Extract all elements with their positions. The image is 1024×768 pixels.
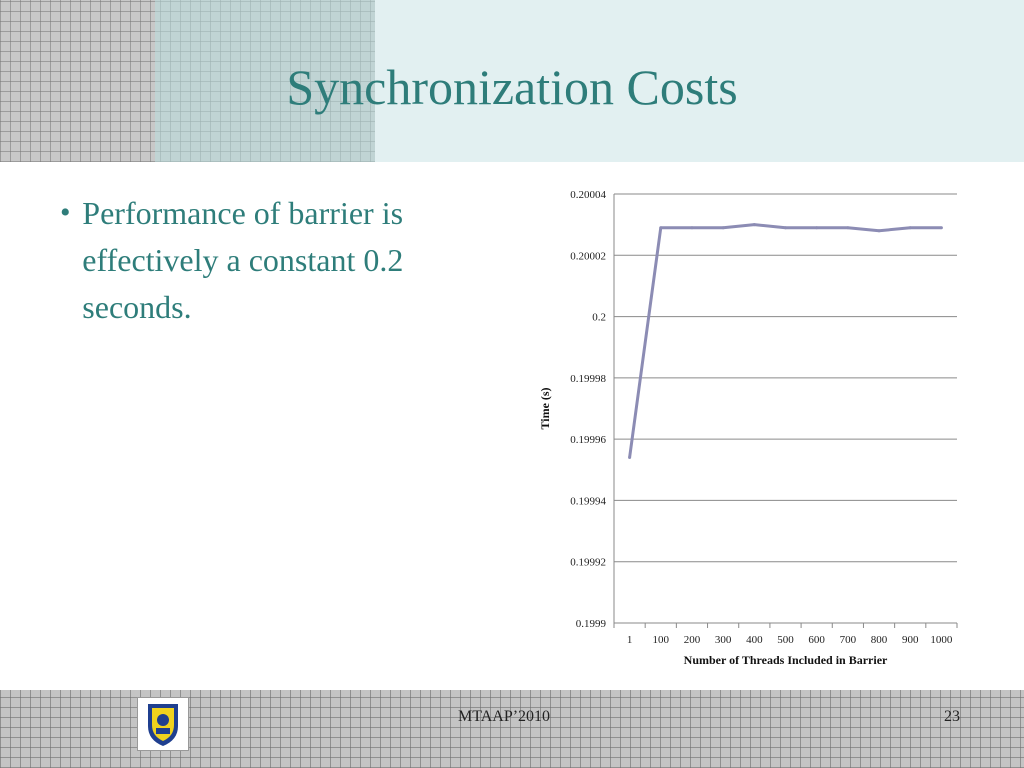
university-seal-icon (137, 697, 189, 751)
x-tick-label: 100 (653, 634, 670, 646)
data-point (939, 226, 943, 230)
x-axis-label: Number of Threads Included in Barrier (684, 653, 888, 667)
y-tick-label: 0.1999 (576, 618, 607, 630)
y-axis-label: Time (s) (538, 387, 552, 429)
header-grid-tint (155, 0, 375, 162)
x-tick-label: 900 (902, 634, 919, 646)
y-tick-label: 0.2 (592, 312, 606, 324)
footer-conference: MTAAP’2010 (458, 708, 551, 725)
x-tick-label: 800 (871, 634, 888, 646)
data-point (752, 223, 756, 227)
y-tick-label: 0.19998 (570, 373, 606, 385)
bullet-text: Performance of barrier is effectively a … (82, 195, 404, 325)
x-tick-label: 1 (627, 634, 633, 646)
x-tick-label: 700 (840, 634, 857, 646)
x-tick-label: 500 (777, 634, 794, 646)
data-point (690, 226, 694, 230)
x-tick-label: 300 (715, 634, 732, 646)
bullet-list: • Performance of barrier is effectively … (60, 190, 510, 331)
data-point (659, 226, 663, 230)
header-grid-pattern (0, 0, 375, 162)
x-tick-label: 1000 (930, 634, 953, 646)
bullet-item: • Performance of barrier is effectively … (60, 190, 510, 331)
data-point (784, 226, 787, 230)
data-point (908, 226, 912, 230)
y-tick-label: 0.19992 (570, 557, 606, 569)
data-point (628, 456, 632, 460)
data-point (846, 226, 850, 230)
slide-title: Synchronization Costs (286, 59, 738, 115)
x-tick-label: 200 (684, 634, 701, 646)
y-tick-label: 0.19994 (570, 495, 606, 507)
data-point (815, 226, 819, 230)
data-point (877, 229, 881, 233)
x-tick-label: 400 (746, 634, 763, 646)
y-tick-label: 0.20002 (570, 250, 606, 262)
y-tick-label: 0.20004 (570, 189, 606, 201)
bullet-dot-icon: • (60, 196, 71, 229)
page-number: 23 (944, 708, 960, 725)
series-line (628, 223, 942, 458)
x-tick-label: 600 (808, 634, 825, 646)
header-band (0, 0, 1024, 162)
y-tick-label: 0.19996 (570, 434, 606, 446)
line-chart: 0.1999 0.19992 0.19994 0.19996 0.19998 0.2 0.2… (538, 189, 958, 667)
data-point (721, 226, 725, 230)
